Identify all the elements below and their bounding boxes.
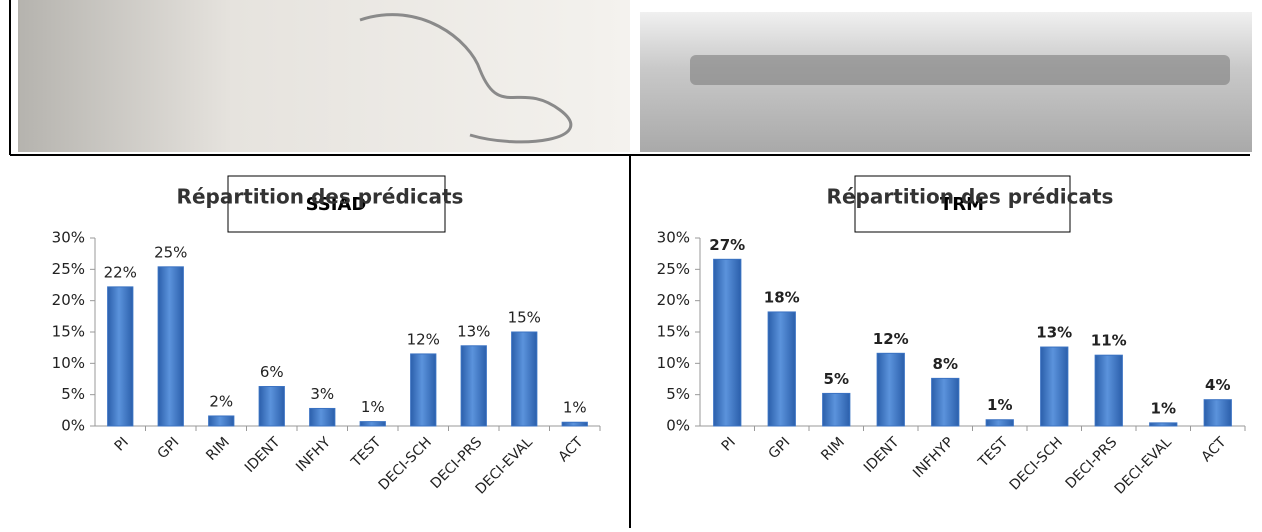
y-tick-label: 5% — [666, 385, 690, 403]
bar — [713, 258, 742, 427]
bar — [107, 286, 134, 427]
value-label: 11% — [1091, 332, 1127, 350]
x-tick-label: PI — [112, 434, 132, 454]
y-tick-label: 10% — [657, 354, 690, 372]
bed-shape — [690, 55, 1230, 85]
value-label: 2% — [209, 392, 233, 410]
bar — [1203, 399, 1232, 427]
y-tick-label: 15% — [657, 323, 690, 341]
bar — [985, 419, 1014, 427]
y-tick-label: 20% — [657, 291, 690, 309]
x-tick-label: DECI-SCH — [376, 434, 435, 493]
x-tick-label: DECI-PRS — [1063, 434, 1121, 492]
x-tick-label: RIM — [203, 434, 233, 464]
value-label: 12% — [407, 330, 440, 348]
y-tick-label: 20% — [52, 291, 85, 309]
value-label: 5% — [824, 370, 849, 388]
value-label: 22% — [104, 263, 137, 281]
y-tick-label: 25% — [657, 260, 690, 278]
value-label: 15% — [508, 309, 541, 327]
value-label: 12% — [873, 330, 909, 348]
x-tick-label: TEST — [975, 434, 1012, 471]
chart-title: Répartition des prédicats — [177, 185, 464, 209]
x-tick-label: DECI-SCH — [1007, 434, 1066, 493]
x-tick-label: PI — [719, 434, 739, 454]
bar — [258, 386, 285, 427]
chart-title: Répartition des prédicats — [827, 185, 1114, 209]
value-label: 1% — [1151, 399, 1176, 417]
value-label: 27% — [709, 236, 745, 254]
stethoscope — [359, 13, 573, 144]
value-label: 25% — [154, 243, 187, 261]
bar — [931, 377, 960, 427]
value-label: 4% — [1205, 376, 1230, 394]
y-tick-label: 10% — [52, 354, 85, 372]
x-tick-label: GPI — [155, 434, 183, 462]
bar — [359, 421, 386, 427]
value-label: 1% — [563, 399, 587, 417]
x-tick-label: RIM — [818, 434, 848, 464]
bar — [1094, 354, 1123, 427]
y-tick-label: 0% — [61, 417, 85, 435]
header-box — [227, 175, 446, 233]
bar — [767, 311, 796, 427]
x-tick-label: DECI-EVAL — [1112, 434, 1175, 497]
bar — [822, 392, 851, 427]
x-tick-label: IDENT — [861, 434, 903, 476]
y-tick-label: 5% — [61, 385, 85, 403]
y-tick-label: 30% — [657, 229, 690, 247]
header-box — [854, 175, 1071, 233]
value-label: 18% — [764, 288, 800, 306]
x-tick-label: ACT — [1199, 434, 1230, 465]
bar — [1149, 422, 1178, 427]
bar — [208, 415, 235, 427]
value-label: 1% — [987, 396, 1012, 414]
bar — [876, 352, 905, 427]
bar — [157, 266, 184, 427]
x-tick-label: INFHY — [293, 434, 334, 475]
value-label: 3% — [310, 385, 334, 403]
x-tick-label: GPI — [766, 434, 794, 462]
header-label: SSIAD — [306, 194, 367, 215]
x-tick-label: TEST — [348, 434, 385, 471]
x-tick-label: ACT — [556, 434, 587, 465]
value-label: 1% — [361, 398, 385, 416]
bar — [561, 421, 588, 427]
header-image — [18, 0, 630, 152]
y-tick-label: 0% — [666, 417, 690, 435]
x-tick-label: INFHYP — [910, 434, 957, 481]
value-label: 13% — [1036, 324, 1072, 342]
bar — [511, 331, 538, 427]
y-tick-label: 30% — [52, 229, 85, 247]
y-tick-label: 15% — [52, 323, 85, 341]
value-label: 13% — [457, 322, 490, 340]
y-tick-label: 25% — [52, 260, 85, 278]
bar — [309, 407, 336, 427]
value-label: 6% — [260, 363, 284, 381]
x-tick-label: IDENT — [242, 434, 284, 476]
bar — [460, 345, 487, 427]
bar — [410, 353, 437, 427]
header-label: TRM — [940, 194, 984, 215]
bar — [1040, 346, 1069, 427]
value-label: 8% — [933, 355, 958, 373]
